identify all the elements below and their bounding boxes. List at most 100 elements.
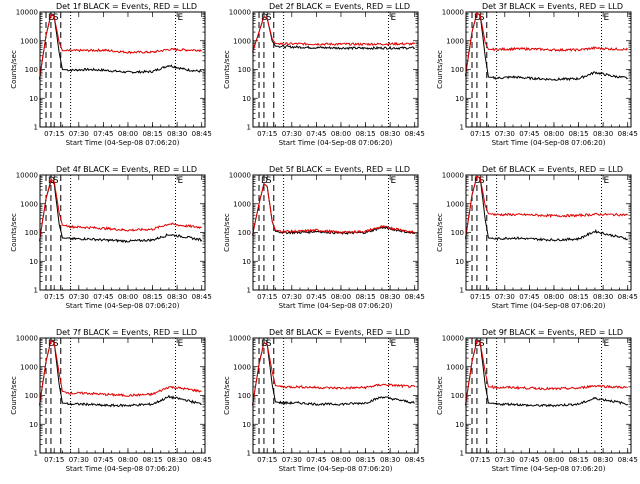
- x-tick-label: 08:00: [331, 130, 351, 138]
- x-tick-label: 08:15: [355, 293, 375, 301]
- x-tick-label: 08:30: [167, 130, 187, 138]
- y-tick-label: 10000: [442, 335, 464, 343]
- x-tick-label: 07:45: [519, 130, 539, 138]
- y-tick-label: 1000: [20, 363, 38, 371]
- y-tick-label: 10: [455, 258, 464, 266]
- y-tick-label: 10: [29, 421, 38, 429]
- chart-panel-9: Det 9f BLACK = Events, RED = LLD 1 10 100 10…: [436, 328, 638, 473]
- y-tick-label: 10000: [229, 172, 251, 180]
- y-axis-label: Counts/sec: [436, 213, 444, 252]
- marker-label: E: [603, 176, 609, 186]
- y-tick-label: 1: [247, 124, 251, 132]
- x-tick-label: 07:30: [495, 293, 515, 301]
- marker-label: S: [266, 176, 272, 186]
- panel-title: Det 1f BLACK = Events, RED = LLD: [56, 2, 197, 11]
- series-line-lld: [39, 178, 202, 242]
- y-tick-label: 1000: [20, 37, 38, 45]
- y-tick-label: 1000: [446, 200, 464, 208]
- x-tick-label: 07:30: [69, 130, 89, 138]
- x-axis-label: Start Time (04-Sep-08 07:06:20): [279, 139, 393, 147]
- marker-label: D: [474, 339, 481, 349]
- marker-label: E: [177, 13, 183, 23]
- series-line-lld: [39, 340, 202, 406]
- series-line-events: [465, 175, 628, 242]
- marker-label: S: [53, 176, 59, 186]
- x-axis-label: Start Time (04-Sep-08 07:06:20): [66, 465, 180, 473]
- plot-frame: [39, 337, 206, 454]
- marker-label: S: [479, 339, 485, 349]
- x-tick-label: 08:45: [618, 293, 638, 301]
- plot-frame: [465, 174, 632, 291]
- marker-label: E: [177, 339, 183, 349]
- x-tick-label: 08:15: [355, 130, 375, 138]
- plot-frame: [252, 337, 419, 454]
- x-tick-label: 08:45: [405, 456, 425, 464]
- chart-panel-5: Det 5f BLACK = Events, RED = LLD 1 10 100 10…: [223, 165, 425, 310]
- series-line-lld: [252, 182, 415, 236]
- marker-label: E: [390, 176, 396, 186]
- x-tick-label: 08:00: [544, 456, 564, 464]
- y-tick-label: 1: [34, 450, 38, 458]
- series-line-lld: [39, 14, 203, 80]
- panel-title: Det 7f BLACK = Events, RED = LLD: [56, 328, 197, 337]
- y-tick-label: 10000: [442, 172, 464, 180]
- marker-label: E: [390, 339, 396, 349]
- x-tick-label: 08:45: [618, 130, 638, 138]
- marker-label: D: [261, 176, 268, 186]
- y-tick-label: 100: [25, 66, 38, 74]
- x-axis-label: Start Time (04-Sep-08 07:06:20): [492, 302, 606, 310]
- series-line-events: [252, 15, 415, 53]
- y-tick-label: 10000: [229, 9, 251, 17]
- plot-frame: [39, 174, 206, 291]
- chart-panel-6: Det 6f BLACK = Events, RED = LLD 1 10 100 10…: [436, 165, 638, 310]
- y-axis-label: Counts/sec: [436, 376, 444, 415]
- x-tick-label: 07:15: [44, 456, 64, 464]
- x-tick-label: 08:45: [405, 130, 425, 138]
- x-tick-label: 07:45: [306, 456, 326, 464]
- y-tick-label: 100: [238, 229, 251, 237]
- x-tick-label: 08:15: [355, 456, 375, 464]
- x-tick-label: 08:30: [593, 456, 613, 464]
- x-tick-label: 07:15: [257, 130, 277, 138]
- y-tick-label: 1000: [233, 200, 251, 208]
- marker-label: S: [266, 339, 272, 349]
- chart-panel-1: Det 1f BLACK = Events, RED = LLD 1 10 100 10…: [10, 2, 212, 147]
- x-tick-label: 07:45: [93, 130, 113, 138]
- x-tick-label: 07:45: [93, 456, 113, 464]
- x-tick-label: 08:30: [167, 456, 187, 464]
- marker-label: S: [479, 13, 485, 23]
- plot-frame: [465, 11, 632, 128]
- series-line-events: [465, 340, 629, 408]
- x-tick-label: 08:15: [568, 456, 588, 464]
- chart-panel-3: Det 3f BLACK = Events, RED = LLD 1 10 100 10…: [436, 2, 638, 147]
- y-tick-label: 1: [247, 287, 251, 295]
- y-tick-label: 1: [460, 450, 464, 458]
- y-tick-label: 1: [460, 124, 464, 132]
- marker-label: D: [261, 339, 268, 349]
- series-line-events: [465, 12, 628, 82]
- x-tick-label: 08:15: [568, 293, 588, 301]
- y-axis-label: Counts/sec: [436, 50, 444, 89]
- chart-panel-4: Det 4f BLACK = Events, RED = LLD 1 10 100 10…: [10, 165, 212, 310]
- y-tick-label: 1: [460, 287, 464, 295]
- y-tick-label: 100: [451, 229, 464, 237]
- x-axis-label: Start Time (04-Sep-08 07:06:20): [66, 302, 180, 310]
- marker-label: D: [48, 176, 55, 186]
- series-line-events: [39, 340, 202, 408]
- series-line-lld: [465, 175, 629, 239]
- x-tick-label: 07:45: [93, 293, 113, 301]
- y-tick-label: 10: [29, 95, 38, 103]
- series-line-lld: [465, 12, 629, 76]
- x-axis-label: Start Time (04-Sep-08 07:06:20): [279, 302, 393, 310]
- x-tick-label: 08:00: [118, 293, 138, 301]
- x-tick-label: 08:00: [331, 456, 351, 464]
- y-tick-label: 1: [34, 287, 38, 295]
- y-axis-label: Counts/sec: [10, 213, 18, 252]
- x-tick-label: 07:45: [306, 130, 326, 138]
- series-line-events: [39, 14, 202, 80]
- panel-title: Det 9f BLACK = Events, RED = LLD: [482, 328, 623, 337]
- y-tick-label: 1000: [446, 37, 464, 45]
- marker-label: S: [53, 339, 59, 349]
- x-tick-label: 08:45: [405, 293, 425, 301]
- y-tick-label: 1000: [233, 37, 251, 45]
